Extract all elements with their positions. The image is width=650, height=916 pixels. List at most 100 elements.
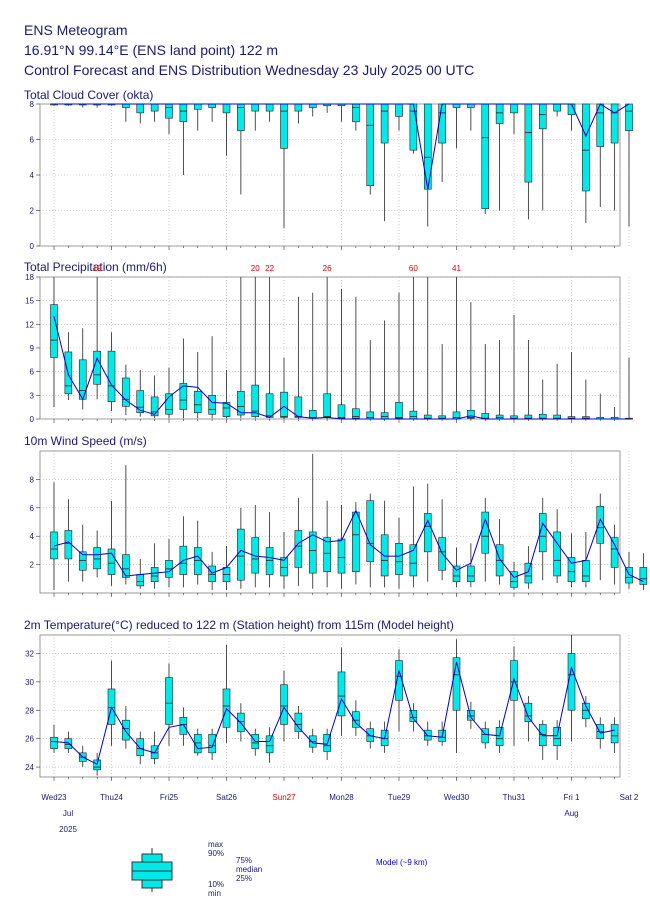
box-iqr xyxy=(366,103,375,186)
box-iqr xyxy=(337,538,346,574)
box-iqr xyxy=(165,393,173,415)
control-forecast-line xyxy=(53,661,615,765)
legend-min: min xyxy=(208,889,221,898)
y-tick-label: 26 xyxy=(25,735,34,744)
box-iqr xyxy=(366,411,375,420)
box-iqr xyxy=(294,530,303,568)
box-iqr xyxy=(150,396,159,417)
box-iqr xyxy=(337,404,346,419)
box-iqr xyxy=(265,735,274,754)
box-iqr xyxy=(50,304,58,358)
box-iqr xyxy=(93,759,101,771)
box-iqr xyxy=(582,103,590,192)
box-iqr xyxy=(280,684,288,725)
box-iqr xyxy=(352,511,360,572)
legend-median: median xyxy=(236,865,262,874)
y-tick-label: 8 xyxy=(30,100,35,109)
box-iqr xyxy=(237,103,245,131)
box-iqr xyxy=(208,565,216,582)
box-iqr xyxy=(524,702,533,722)
box-iqr xyxy=(395,103,403,117)
exceedance-label: 19 xyxy=(93,264,102,273)
box-iqr xyxy=(582,702,590,720)
box-iqr xyxy=(122,377,130,407)
y-tick-label: 2 xyxy=(30,561,35,570)
day-label: Sun27 xyxy=(272,793,296,802)
box-iqr xyxy=(495,726,504,747)
box-iqr xyxy=(107,548,116,575)
y-tick-label: 18 xyxy=(25,273,34,282)
exceedance-label: 20 xyxy=(251,264,260,273)
wind-speed-title: 10m Wind Speed (m/s) xyxy=(24,434,147,448)
box-iqr xyxy=(380,103,389,144)
box-iqr xyxy=(237,391,245,416)
box-iqr xyxy=(150,567,159,582)
legend-max: max xyxy=(208,840,223,849)
box-iqr xyxy=(610,537,619,568)
box-iqr xyxy=(78,551,87,571)
y-tick-label: 6 xyxy=(30,504,35,513)
box-iqr xyxy=(222,402,231,417)
temperature-title: 2m Temperature(°C) reduced to 122 m (Sta… xyxy=(24,618,454,632)
box-iqr xyxy=(122,719,130,741)
box-iqr xyxy=(294,712,303,732)
day-label: Mon28 xyxy=(329,793,354,802)
box-iqr xyxy=(409,544,418,577)
box-iqr xyxy=(380,534,389,577)
box-iqr xyxy=(222,103,231,114)
y-tick-label: 0 xyxy=(30,242,35,251)
box-iqr xyxy=(538,103,547,130)
box-iqr xyxy=(179,717,188,735)
year-label: 2025 xyxy=(59,825,77,834)
forecast-info: Control Forecast and ENS Distribution We… xyxy=(24,62,475,78)
legend-p90: 90% xyxy=(208,849,224,858)
box-iqr xyxy=(352,103,360,123)
box-iqr xyxy=(122,103,130,108)
box-iqr xyxy=(265,393,274,418)
day-label: Fri 1 xyxy=(564,793,581,802)
y-tick-label: 4 xyxy=(30,532,35,541)
day-label: Thu31 xyxy=(503,793,526,802)
y-tick-label: 6 xyxy=(30,368,35,377)
legend-p75: 75% xyxy=(236,856,252,865)
control-forecast-line xyxy=(54,103,630,190)
box-iqr xyxy=(193,391,202,413)
legend: max 90% 75% median 25% 10% min Model (~9… xyxy=(131,840,428,898)
y-tick-label: 2 xyxy=(30,207,35,216)
box-iqr xyxy=(265,103,274,112)
box-iqr xyxy=(265,547,274,575)
day-label: Wed23 xyxy=(41,793,67,802)
exceedance-label: 26 xyxy=(323,264,332,273)
y-tick-label: 8 xyxy=(30,475,35,484)
box-iqr xyxy=(280,103,288,149)
box-iqr xyxy=(208,395,216,415)
y-tick-label: 28 xyxy=(25,706,34,715)
box-iqr xyxy=(452,411,461,420)
box-iqr xyxy=(323,537,331,572)
box-iqr xyxy=(625,103,633,131)
box-iqr xyxy=(308,103,317,108)
box-iqr xyxy=(179,383,188,410)
box-iqr xyxy=(567,557,576,582)
exceedance-label: 41 xyxy=(452,264,461,273)
box-iqr xyxy=(280,391,288,418)
box-iqr xyxy=(337,671,346,717)
day-label: Fri25 xyxy=(160,793,179,802)
box-iqr xyxy=(352,408,360,419)
y-tick-label: 6 xyxy=(30,136,35,145)
box-iqr xyxy=(553,726,561,747)
wind-speed-panel: 10m Wind Speed (m/s) 2 4 6 8 xyxy=(24,434,648,597)
box-iqr xyxy=(208,734,216,754)
legend-outer-box-upper xyxy=(141,853,163,863)
cloud-cover-panel: Total Cloud Cover (okta) 0 2 4 6 8 xyxy=(24,88,633,251)
box-iqr xyxy=(366,500,375,563)
box-iqr xyxy=(452,103,461,108)
box-iqr xyxy=(380,412,389,420)
box-iqr xyxy=(93,350,101,385)
y-tick-label: 0 xyxy=(30,415,35,424)
month-label-jul: Jul xyxy=(63,809,73,818)
precipitation-panel: Total Precipitation (mm/6h) 0 3 6 9 12 15 18 19… xyxy=(24,260,633,424)
box-iqr xyxy=(107,350,116,402)
box-iqr xyxy=(452,657,461,711)
